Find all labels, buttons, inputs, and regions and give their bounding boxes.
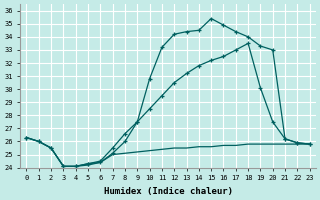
X-axis label: Humidex (Indice chaleur): Humidex (Indice chaleur) [104, 187, 233, 196]
